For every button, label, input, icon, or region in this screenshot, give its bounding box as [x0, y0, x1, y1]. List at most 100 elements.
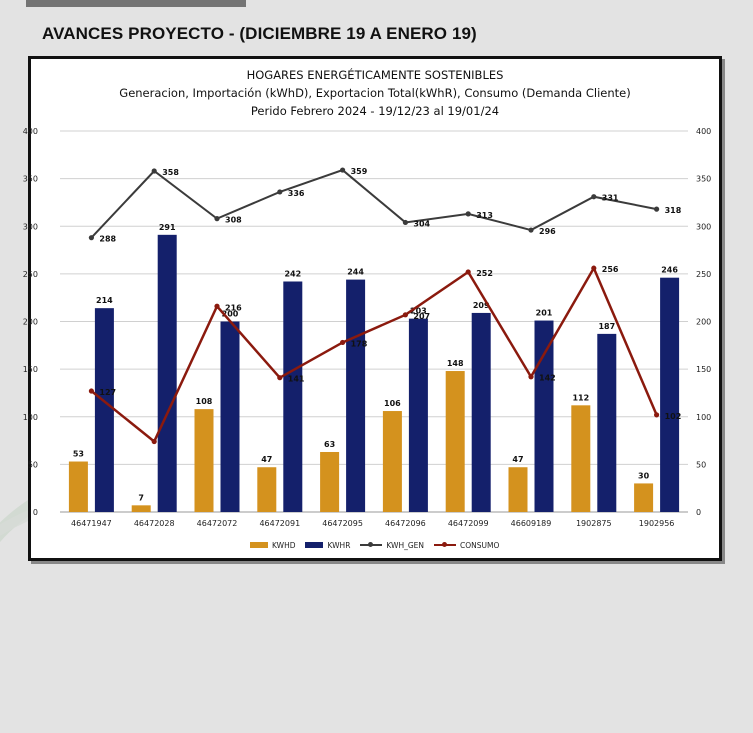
y-tick-label-left: 100: [23, 413, 38, 422]
line-data-label: 336: [288, 189, 305, 198]
y-tick-label-right: 400: [696, 127, 711, 136]
bar-kwhd: [320, 451, 340, 512]
line-data-label: 216: [225, 303, 242, 312]
y-tick-label-left: 400: [23, 127, 38, 136]
bar-data-label: 214: [96, 296, 113, 305]
bar-data-label: 291: [159, 223, 176, 232]
y-tick-label-left: 300: [23, 222, 38, 231]
x-tick-label: 46471947: [71, 519, 112, 528]
legend-label-consumo: CONSUMO: [460, 540, 500, 550]
y-tick-label-left: 250: [23, 270, 38, 279]
y-tick-label-left: 50: [28, 460, 38, 469]
bar-data-label: 63: [324, 440, 335, 449]
bar-kwhr: [597, 333, 617, 512]
x-tick-label: 1902875: [576, 519, 612, 528]
line-data-label: 141: [288, 375, 305, 384]
line-data-label: 102: [665, 412, 682, 421]
point-consumo: [151, 438, 157, 445]
bar-data-label: 47: [512, 455, 523, 464]
bar-kwhd: [634, 483, 654, 512]
line-data-label: 296: [539, 227, 556, 236]
bar-kwhd: [445, 371, 465, 512]
bar-data-label: 106: [384, 399, 401, 408]
y-tick-label-left: 350: [23, 175, 38, 184]
y-tick-label-left: 200: [23, 318, 38, 327]
bar-kwhr: [157, 234, 177, 512]
legend-item-kwhd: KWHD: [250, 541, 295, 550]
bar-kwhr: [408, 318, 428, 512]
top-rule: [26, 0, 246, 7]
bar-kwhd: [257, 467, 277, 512]
line-data-label: 127: [99, 388, 116, 397]
point-consumo: [654, 412, 660, 418]
line-data-label: 178: [351, 339, 368, 348]
bar-data-label: 187: [598, 322, 615, 331]
chart-legend: KWHD KWHR KWH_GEN CONSUMO: [250, 538, 499, 552]
bar-kwhr: [471, 312, 491, 512]
bar-data-label: 148: [447, 359, 464, 368]
x-tick-label: 46472072: [197, 519, 238, 528]
bar-kwhr: [220, 321, 240, 512]
chart-plot: 0 0 50 50 100 100 150 150 200 200 250 250 300 300 350 3…: [23, 127, 712, 528]
x-tick-label: 46609189: [511, 519, 552, 528]
point-consumo: [277, 375, 283, 381]
line-data-label: 142: [539, 374, 556, 383]
line-data-label: 256: [602, 265, 619, 274]
line-data-label: 304: [413, 219, 430, 228]
line-data-label: 358: [162, 168, 179, 177]
bar-kwhd: [508, 467, 528, 512]
page-heading: AVANCES PROYECTO - (DICIEMBRE 19 A ENERO…: [42, 24, 477, 43]
point-consumo: [88, 388, 94, 394]
line-kwh-gen: [90, 168, 657, 239]
bar-kwhr: [283, 281, 303, 512]
bar-kwhd: [131, 505, 151, 512]
point-consumo: [214, 303, 220, 309]
y-tick-label-right: 100: [696, 413, 711, 422]
x-tick-label: 1902956: [639, 519, 675, 528]
bar-kwhd: [68, 461, 88, 512]
y-tick-label-left: 0: [33, 508, 38, 517]
line-data-label: 252: [476, 269, 493, 278]
point-kwh-gen: [277, 189, 283, 195]
point-kwh-gen: [654, 206, 660, 212]
legend-swatch-consumo: [434, 541, 457, 549]
bar-data-label: 7: [138, 493, 144, 502]
bar-data-label: 201: [536, 309, 553, 318]
bar-data-label: 53: [73, 450, 84, 459]
legend-label-kwh-gen: KWH_GEN: [386, 540, 425, 550]
x-tick-label: 46472099: [448, 519, 489, 528]
point-consumo: [340, 339, 346, 346]
y-tick-label-right: 250: [696, 270, 711, 279]
point-consumo: [528, 374, 534, 380]
y-tick-label-right: 150: [696, 365, 711, 374]
bar-data-label: 108: [196, 397, 213, 406]
point-kwh-gen: [591, 194, 597, 200]
x-tick-label: 46472028: [134, 519, 175, 528]
bar-kwhr: [346, 279, 366, 512]
point-kwh-gen: [340, 167, 346, 173]
x-tick-label: 46472095: [322, 519, 363, 528]
bar-data-label: 47: [261, 455, 272, 464]
legend-label-kwhd: KWHD: [272, 540, 296, 550]
legend-item-kwh-gen: KWH_GEN: [360, 541, 424, 550]
chart-subtitle-2: Perido Febrero 2024 - 19/12/23 al 19/01/…: [250, 104, 500, 118]
y-tick-label-right: 50: [696, 460, 706, 469]
bar-data-label: 112: [572, 393, 589, 402]
legend-swatch-kwh-gen: [360, 541, 383, 549]
y-tick-label-right: 0: [696, 508, 701, 517]
bar-data-label: 30: [638, 471, 650, 480]
y-tick-label-right: 350: [696, 175, 711, 184]
bar-data-label: 242: [284, 269, 301, 278]
legend-item-kwhr: KWHR: [305, 541, 350, 550]
y-tick-label-left: 150: [23, 365, 38, 374]
bar-data-label: 203: [410, 307, 427, 316]
point-consumo: [465, 269, 471, 275]
chart-title: HOGARES ENERGÉTICAMENTE SOSTENIBLES: [246, 68, 504, 82]
bar-data-label: 244: [347, 268, 364, 277]
line-data-label: 207: [413, 312, 430, 321]
point-consumo: [402, 312, 408, 318]
line-consumo: [90, 265, 658, 444]
bar-kwhd: [194, 409, 214, 512]
line-data-label: 313: [476, 211, 493, 220]
x-tick-label: 46472091: [259, 519, 300, 528]
